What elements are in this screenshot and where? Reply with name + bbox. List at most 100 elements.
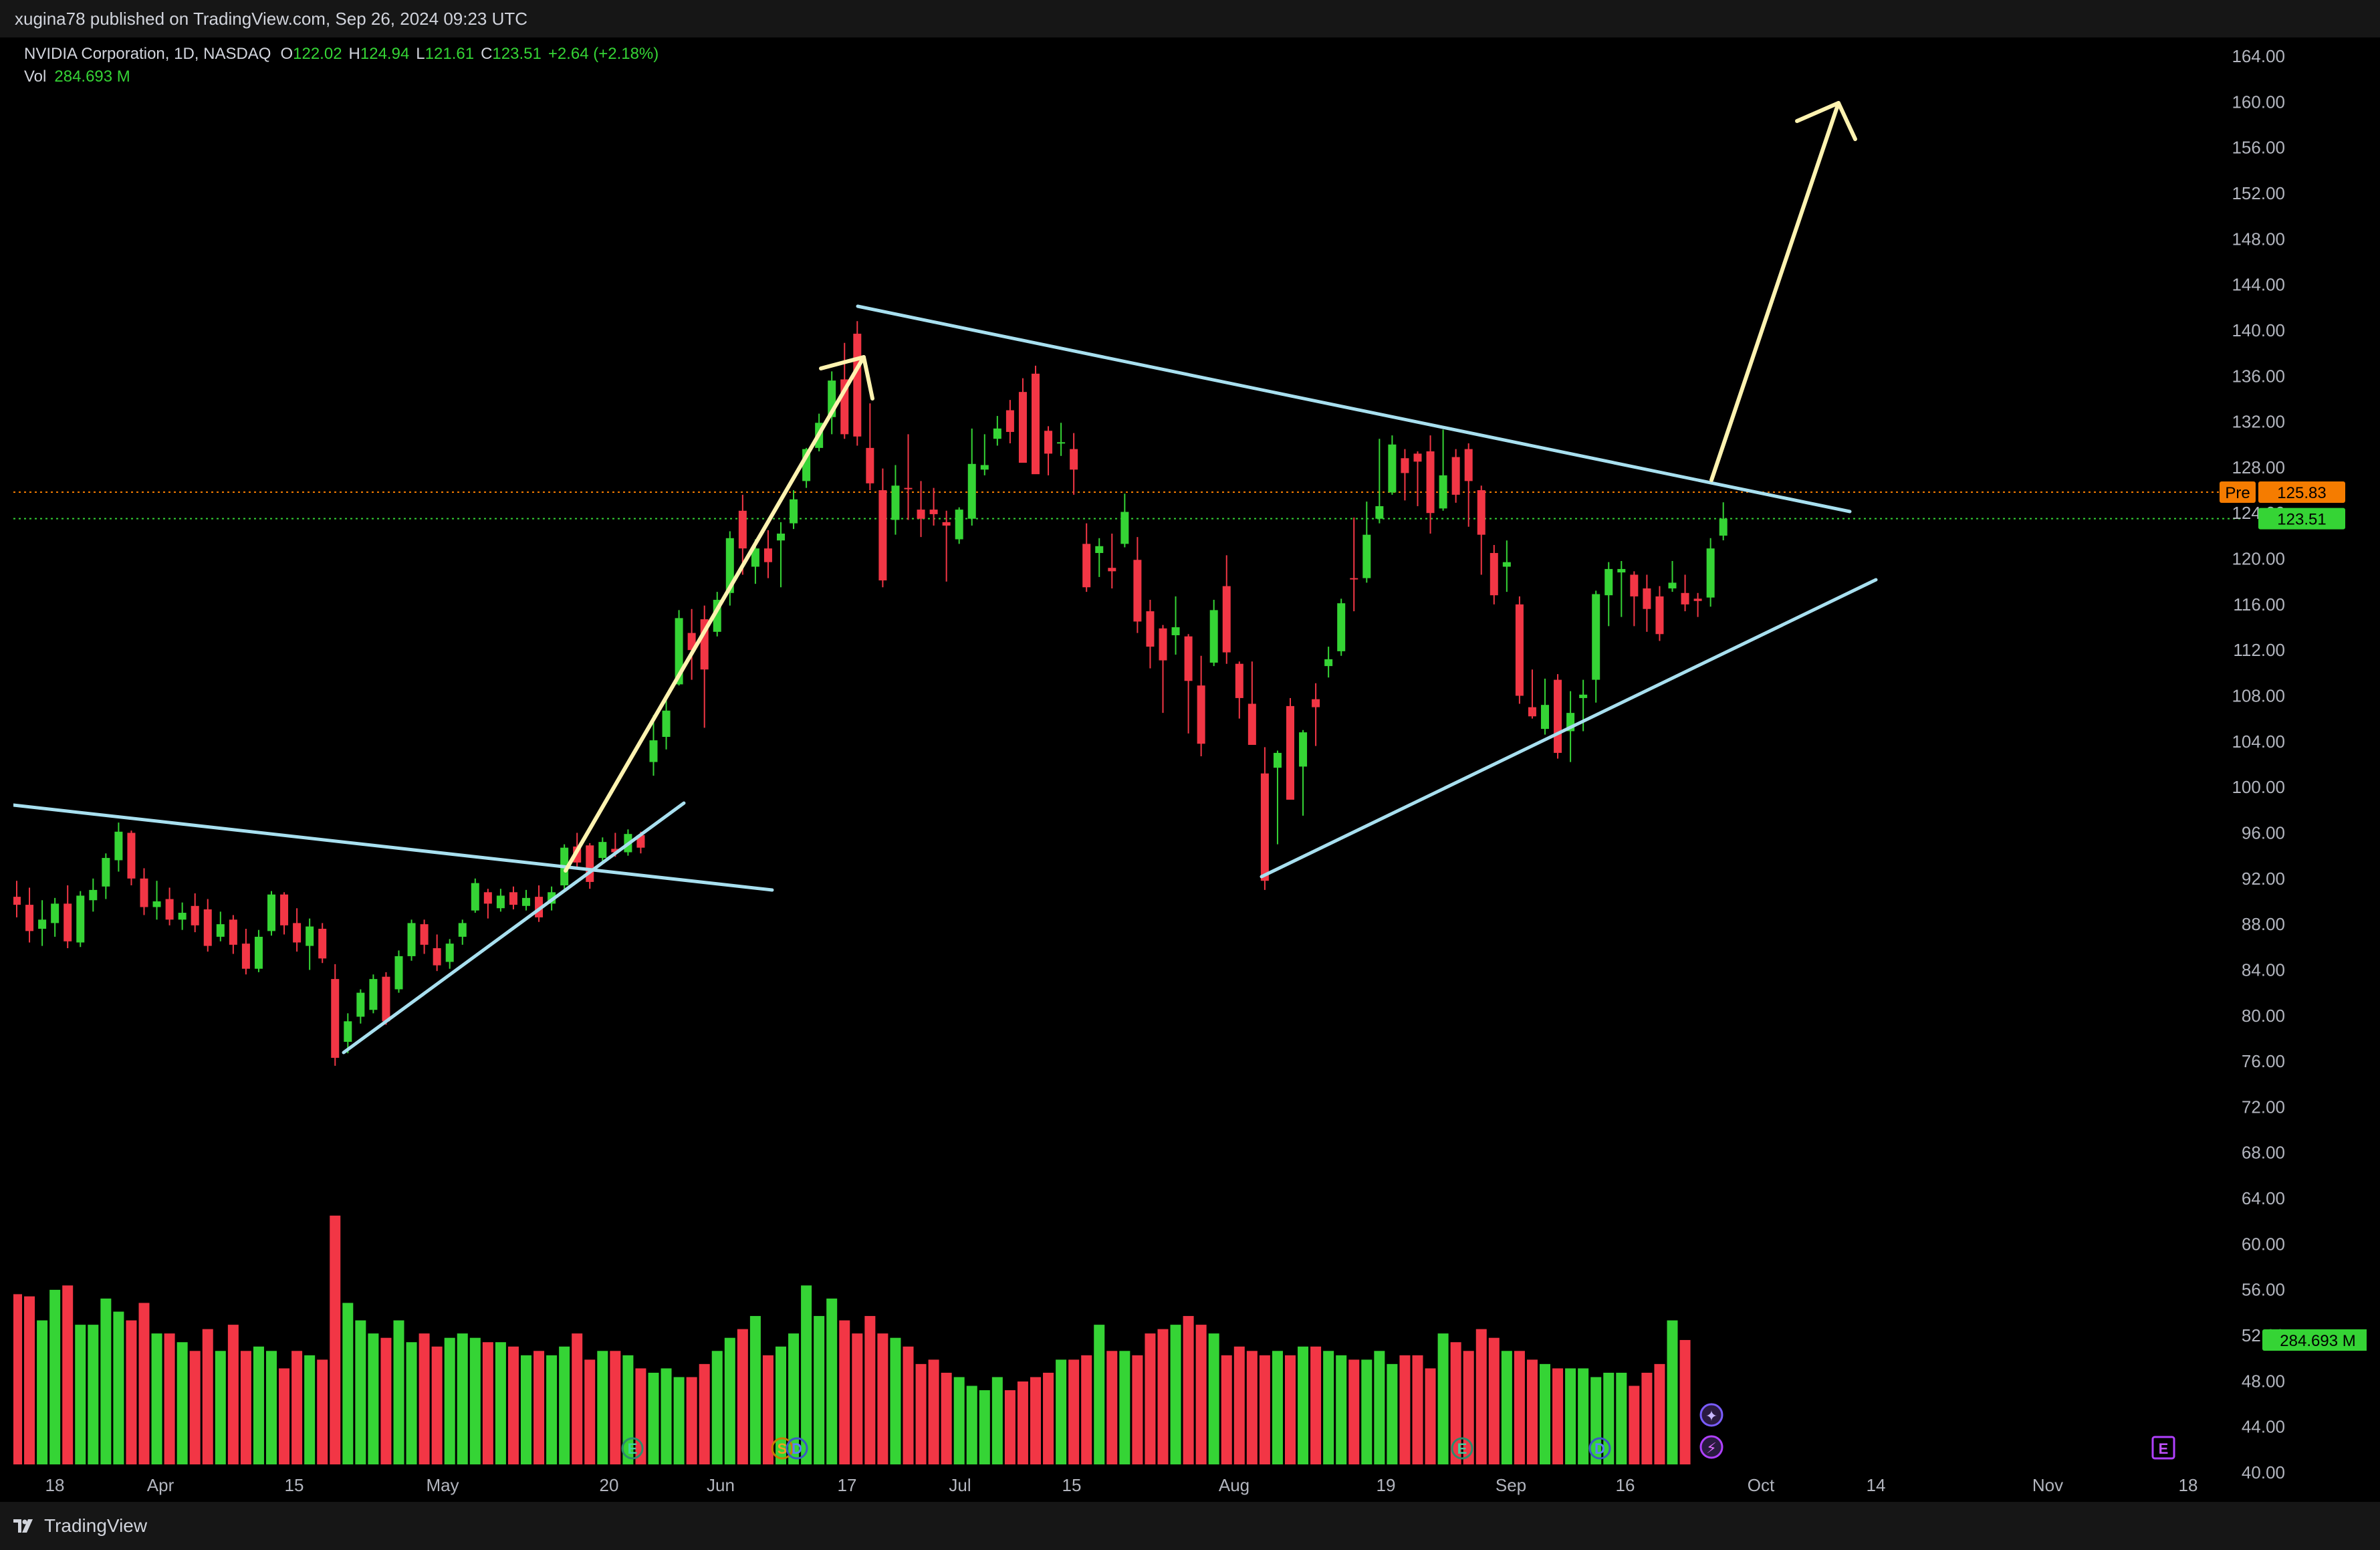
candle[interactable] [828, 371, 836, 435]
candle[interactable] [382, 972, 390, 1025]
candle[interactable] [102, 853, 110, 899]
candle[interactable] [1362, 502, 1371, 583]
candle[interactable] [1337, 598, 1346, 656]
dividend-marker-sep[interactable]: D [1588, 1437, 1611, 1460]
idea-marker-icon[interactable]: ✦ [1699, 1403, 1723, 1427]
candle[interactable] [127, 831, 136, 886]
candle[interactable] [917, 481, 925, 538]
candle[interactable] [76, 891, 85, 948]
tradingview-brand[interactable]: TradingView [12, 1515, 147, 1537]
candle[interactable] [407, 919, 416, 961]
candle[interactable] [1032, 365, 1040, 475]
candle[interactable] [1286, 697, 1294, 800]
candle[interactable] [853, 321, 862, 446]
candle[interactable] [293, 908, 302, 952]
candle[interactable] [1490, 545, 1498, 604]
candle[interactable] [254, 929, 263, 972]
candle[interactable] [662, 697, 671, 750]
trendline-up-left[interactable] [342, 801, 686, 1055]
candle[interactable] [1655, 586, 1664, 641]
candle[interactable] [535, 885, 544, 922]
dividend-marker-jun[interactable]: D [786, 1437, 808, 1460]
candle[interactable] [483, 889, 492, 919]
candle[interactable] [458, 919, 467, 945]
candle[interactable] [1146, 600, 1155, 669]
candle[interactable] [1439, 429, 1447, 511]
candle[interactable] [1184, 634, 1193, 734]
price-chart[interactable]: E S D E D ✦ ⚡ [13, 37, 2367, 1502]
candle[interactable] [1693, 592, 1702, 617]
split-marker-jun[interactable]: S [771, 1437, 794, 1460]
trendline-down-main[interactable] [856, 304, 1852, 514]
candle[interactable] [1133, 537, 1142, 633]
candle[interactable] [241, 928, 250, 975]
candle[interactable] [1464, 443, 1473, 527]
candle[interactable] [229, 915, 237, 954]
candle[interactable] [1375, 439, 1384, 524]
candle[interactable] [344, 1013, 352, 1054]
candle[interactable] [1260, 747, 1269, 890]
candle[interactable] [1515, 596, 1524, 704]
candle[interactable] [1222, 555, 1231, 664]
candle[interactable] [1388, 435, 1397, 495]
price-axis[interactable]: 164.00 160.00 156.00 152.00 148.00 144.00 140.… [2232, 46, 2285, 1482]
candle[interactable] [878, 468, 887, 588]
candle[interactable] [140, 868, 148, 915]
candle[interactable] [1120, 493, 1129, 548]
candle[interactable] [1554, 674, 1562, 759]
candle[interactable] [1324, 647, 1333, 678]
candle[interactable] [1630, 571, 1639, 627]
candle[interactable] [1159, 625, 1167, 713]
candle[interactable] [1413, 451, 1422, 506]
candle[interactable] [1668, 560, 1677, 592]
candle[interactable] [1171, 596, 1180, 655]
candle[interactable] [114, 822, 123, 872]
arrow-up-left[interactable] [564, 355, 874, 873]
chart-area[interactable]: E S D E D ✦ ⚡ [13, 37, 2367, 1502]
candle[interactable] [433, 934, 441, 972]
candle[interactable] [1197, 655, 1205, 757]
candle[interactable] [929, 487, 938, 526]
candle[interactable] [1312, 683, 1320, 746]
candle[interactable] [306, 918, 314, 970]
candle[interactable] [980, 434, 989, 475]
candle[interactable] [369, 974, 378, 1014]
candle[interactable] [420, 919, 429, 954]
candle[interactable] [1528, 669, 1536, 719]
candle[interactable] [1477, 485, 1485, 575]
candle[interactable] [178, 902, 187, 930]
candle[interactable] [1719, 502, 1728, 541]
candle[interactable] [1108, 533, 1116, 588]
candle[interactable] [1209, 600, 1218, 667]
candle[interactable] [318, 923, 327, 964]
candle[interactable] [1070, 433, 1078, 495]
candle[interactable] [763, 530, 772, 578]
candle[interactable] [586, 843, 594, 889]
candle[interactable] [687, 608, 696, 680]
candle[interactable] [1273, 750, 1282, 845]
candle[interactable] [1235, 661, 1243, 719]
candle[interactable] [598, 837, 607, 864]
candle[interactable] [1401, 449, 1409, 501]
candle[interactable] [967, 428, 976, 526]
candle[interactable] [38, 900, 47, 946]
earnings-marker-future[interactable]: E [2151, 1436, 2175, 1460]
candle[interactable] [866, 403, 874, 491]
candle[interactable] [1426, 435, 1435, 534]
candle[interactable] [904, 434, 913, 520]
candle[interactable] [942, 510, 951, 582]
earnings-marker-may[interactable]: E [621, 1437, 644, 1460]
candle[interactable] [216, 911, 225, 942]
candle[interactable] [356, 989, 365, 1024]
candle[interactable] [64, 885, 72, 948]
candle[interactable] [445, 939, 454, 969]
candle[interactable] [1604, 562, 1613, 627]
candle[interactable] [1681, 574, 1689, 612]
arrow-up-right[interactable] [1709, 101, 1857, 482]
candle[interactable] [1502, 540, 1511, 592]
candle[interactable] [1044, 426, 1053, 475]
candle[interactable] [496, 889, 505, 912]
candle[interactable] [471, 878, 479, 913]
candle[interactable] [51, 897, 60, 937]
candle[interactable] [1350, 518, 1358, 612]
